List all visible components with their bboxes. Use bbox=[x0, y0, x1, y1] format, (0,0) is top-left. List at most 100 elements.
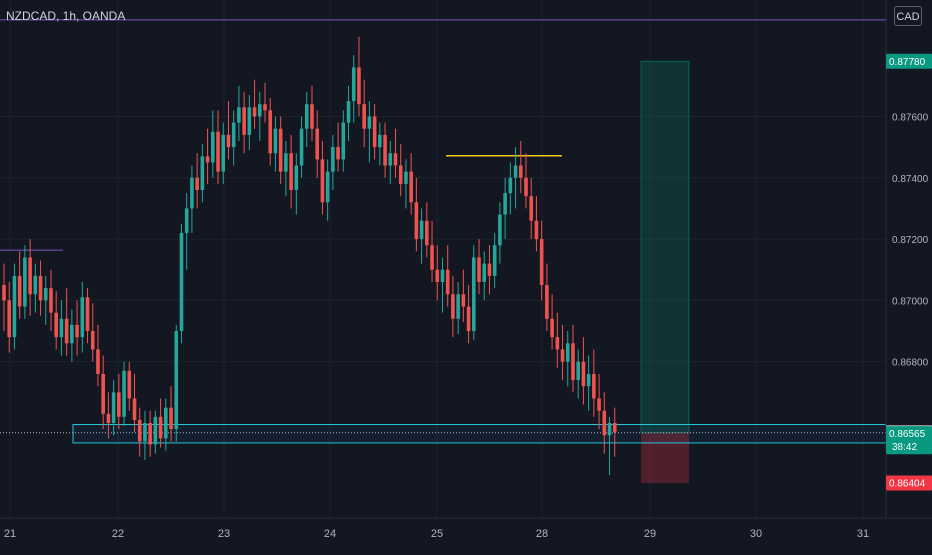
candle-body bbox=[435, 269, 440, 282]
candle-body bbox=[143, 422, 147, 442]
candle-body bbox=[200, 156, 205, 191]
candle-body bbox=[472, 257, 476, 332]
candle-body bbox=[64, 318, 69, 344]
candle-body bbox=[242, 107, 246, 135]
candle-body bbox=[612, 422, 617, 433]
candle-body bbox=[508, 177, 513, 194]
price-label-badge bbox=[886, 53, 932, 69]
price-tick-label: 0.87400 bbox=[892, 174, 929, 185]
candle-body bbox=[378, 134, 382, 148]
candle-body bbox=[362, 104, 366, 129]
time-tick-label: 30 bbox=[750, 528, 762, 540]
candle-body bbox=[477, 257, 481, 282]
candle-body bbox=[571, 343, 575, 381]
candle-body bbox=[597, 398, 601, 411]
price-label-text: 0.86404 bbox=[889, 479, 926, 490]
candle-body bbox=[211, 131, 215, 163]
candle-body bbox=[273, 128, 278, 154]
candle-body bbox=[54, 312, 58, 338]
candle-body bbox=[456, 294, 460, 319]
price-tick-label: 0.86800 bbox=[892, 358, 929, 369]
candle-body bbox=[70, 324, 74, 344]
candle-body bbox=[268, 110, 273, 154]
candle-body bbox=[565, 343, 570, 362]
candle-body bbox=[409, 171, 413, 203]
price-label-badge bbox=[886, 475, 932, 491]
candle-body bbox=[278, 128, 283, 172]
candle-body bbox=[607, 422, 612, 436]
candle-body bbox=[101, 373, 105, 414]
candle-body bbox=[96, 349, 100, 374]
candle-body bbox=[419, 220, 424, 240]
candle-body bbox=[216, 131, 220, 172]
candle-body bbox=[179, 232, 184, 332]
candle-body bbox=[226, 134, 231, 148]
candle-body bbox=[560, 349, 565, 362]
time-tick-label: 24 bbox=[324, 528, 336, 540]
candle-body bbox=[190, 177, 194, 209]
support-zone-rectangle bbox=[72, 424, 887, 444]
candle-body bbox=[315, 128, 319, 160]
candle-body bbox=[80, 297, 85, 338]
candle-body bbox=[351, 67, 356, 102]
candle-body bbox=[393, 153, 398, 166]
candle-body bbox=[195, 177, 199, 191]
candle-body bbox=[49, 288, 53, 313]
candle-body bbox=[372, 116, 377, 148]
candle-body bbox=[7, 300, 12, 338]
candle-body bbox=[398, 165, 403, 184]
candle-body bbox=[346, 101, 351, 123]
candle-body bbox=[430, 245, 434, 270]
currency-button[interactable]: CAD bbox=[894, 6, 922, 26]
candle-body bbox=[43, 288, 48, 301]
candle-body bbox=[304, 104, 309, 129]
candle-body bbox=[231, 122, 236, 148]
candle-body bbox=[132, 398, 137, 420]
price-tick-label: 0.87200 bbox=[892, 235, 929, 246]
bar-countdown-text: 38:42 bbox=[892, 442, 917, 453]
candle-body bbox=[106, 413, 111, 423]
candle-body bbox=[17, 275, 22, 307]
candle-body bbox=[487, 263, 492, 276]
candle-body bbox=[284, 153, 288, 172]
candle-body bbox=[325, 171, 330, 203]
candle-body bbox=[158, 416, 163, 439]
candle-body bbox=[367, 116, 372, 129]
candle-body bbox=[357, 67, 361, 105]
candle-body bbox=[503, 193, 507, 215]
candle-body bbox=[263, 104, 267, 111]
candle-body bbox=[545, 285, 549, 319]
candle-body bbox=[252, 107, 257, 117]
candle-body bbox=[529, 196, 534, 221]
candle-body bbox=[127, 370, 132, 399]
candle-body bbox=[498, 214, 502, 246]
candle-body bbox=[581, 361, 586, 387]
time-tick-label: 31 bbox=[857, 528, 869, 540]
candle-body bbox=[539, 239, 544, 286]
candle-body bbox=[148, 422, 152, 445]
candle-body bbox=[169, 407, 173, 430]
time-tick-label: 25 bbox=[431, 528, 443, 540]
time-tick-label: 28 bbox=[536, 528, 548, 540]
candle-body bbox=[586, 373, 591, 387]
candle-body bbox=[524, 177, 528, 197]
price-label-text: 0.86565 bbox=[889, 429, 926, 440]
price-tick-label: 0.87600 bbox=[892, 112, 929, 123]
price-label-text: 0.87780 bbox=[889, 57, 926, 68]
candle-body bbox=[23, 257, 27, 307]
candle-body bbox=[383, 134, 387, 166]
price-tick-label: 0.87000 bbox=[892, 296, 929, 307]
candle-body bbox=[482, 263, 487, 282]
candle-body bbox=[247, 107, 252, 135]
candle-body bbox=[404, 171, 408, 184]
candle-body bbox=[294, 165, 299, 191]
candle-body bbox=[28, 257, 32, 295]
candle-body bbox=[299, 128, 304, 166]
time-tick-label: 23 bbox=[218, 528, 230, 540]
candle-body bbox=[331, 147, 335, 172]
candle-body bbox=[75, 324, 79, 338]
symbol-title: NZDCAD, 1h, OANDA bbox=[6, 9, 126, 23]
candle-body bbox=[137, 419, 142, 442]
